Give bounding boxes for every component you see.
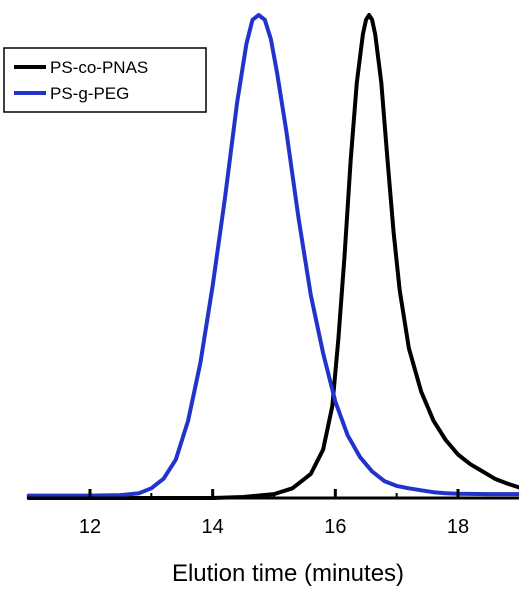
plot-area xyxy=(26,13,519,500)
legend-box xyxy=(3,47,207,113)
legend-label-ps-g-peg: PS-g-PEG xyxy=(50,84,129,103)
x-tick-label-16: 16 xyxy=(324,516,346,538)
x-tick-label-18: 18 xyxy=(447,516,469,538)
x-axis: 12 14 16 18 xyxy=(27,489,519,538)
legend-label-ps-co-pnas: PS-co-PNAS xyxy=(50,58,148,77)
x-axis-title: Elution time (minutes) xyxy=(172,560,404,586)
series-line-ps-co-pnas xyxy=(26,13,519,500)
x-tick-label-14: 14 xyxy=(202,516,224,538)
x-tick-label-12: 12 xyxy=(79,516,101,538)
series-line-ps-g-peg xyxy=(26,13,519,498)
legend: PS-co-PNAS PS-g-PEG xyxy=(3,47,207,113)
